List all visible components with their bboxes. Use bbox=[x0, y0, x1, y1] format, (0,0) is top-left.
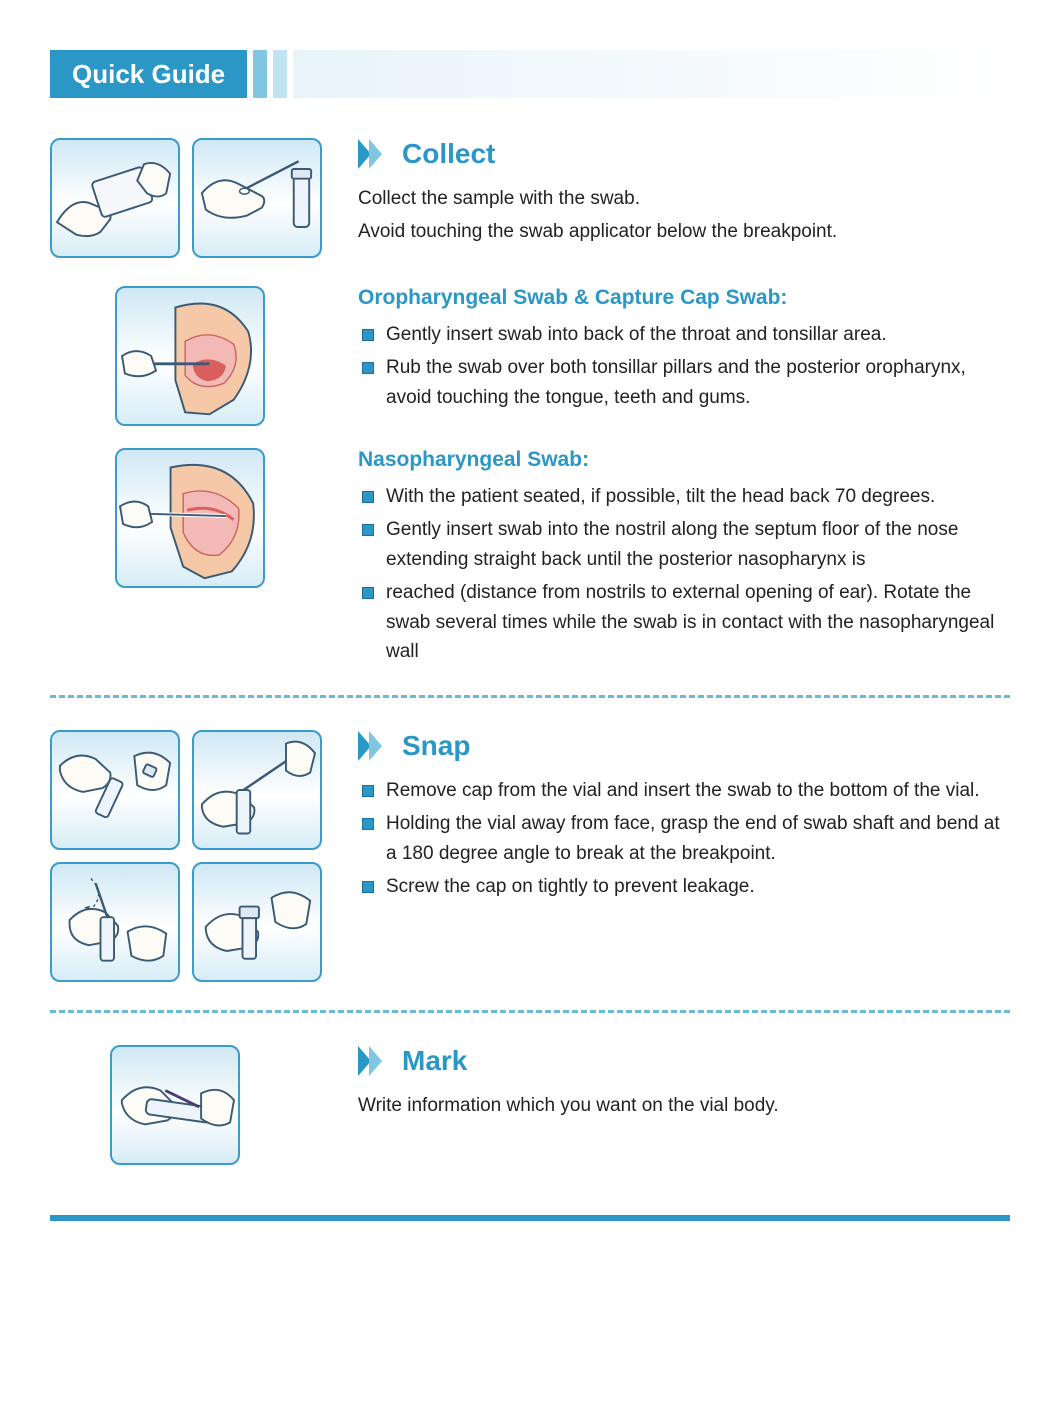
list-item: Holding the vial away from face, grasp t… bbox=[358, 809, 1010, 868]
list-item: reached (distance from nostrils to exter… bbox=[358, 578, 1010, 666]
illustration-oropharyngeal bbox=[115, 286, 265, 426]
nasopharyngeal-bullets: With the patient seated, if possible, ti… bbox=[358, 482, 1010, 667]
oropharyngeal-heading: Oropharyngeal Swab & Capture Cap Swab: bbox=[358, 286, 1010, 310]
chevron-right-icon bbox=[358, 139, 392, 169]
snap-bullets: Remove cap from the vial and insert the … bbox=[358, 776, 1010, 902]
illustration-remove-cap bbox=[50, 730, 180, 850]
header-accent-bar-2 bbox=[273, 50, 287, 98]
oropharyngeal-bullets: Gently insert swab into back of the thro… bbox=[358, 320, 1010, 412]
collect-intro: Collect the sample with the swab. Avoid … bbox=[358, 184, 1010, 247]
header-accent-fade bbox=[293, 50, 1010, 98]
snap-heading: Snap bbox=[402, 730, 470, 762]
divider bbox=[50, 695, 1010, 698]
list-item: Screw the cap on tightly to prevent leak… bbox=[358, 872, 1010, 901]
nasopharyngeal-heading: Nasopharyngeal Swab: bbox=[358, 448, 1010, 472]
subsection-oropharyngeal: Oropharyngeal Swab & Capture Cap Swab: G… bbox=[50, 286, 1010, 426]
illustration-open-package bbox=[50, 138, 180, 258]
footer-accent-line bbox=[50, 1215, 1010, 1221]
illustration-swab-and-vial bbox=[192, 138, 322, 258]
collect-intro-line-2: Avoid touching the swab applicator below… bbox=[358, 217, 1010, 246]
list-item: Rub the swab over both tonsillar pillars… bbox=[358, 353, 1010, 412]
collect-intro-line-1: Collect the sample with the swab. bbox=[358, 184, 1010, 213]
mark-text: Write information which you want on the … bbox=[358, 1091, 1010, 1120]
list-item: With the patient seated, if possible, ti… bbox=[358, 482, 1010, 511]
list-item: Gently insert swab into the nostril alon… bbox=[358, 515, 1010, 574]
section-mark: Mark Write information which you want on… bbox=[50, 1045, 1010, 1165]
divider bbox=[50, 1010, 1010, 1013]
list-item: Gently insert swab into back of the thro… bbox=[358, 320, 1010, 349]
header-accent-bar-1 bbox=[253, 50, 267, 98]
illustration-screw-cap bbox=[192, 862, 322, 982]
illustration-break-swab bbox=[50, 862, 180, 982]
chevron-right-icon bbox=[358, 731, 392, 761]
collect-heading: Collect bbox=[402, 138, 495, 170]
chevron-right-icon bbox=[358, 1046, 392, 1076]
section-collect: Collect Collect the sample with the swab… bbox=[50, 138, 1010, 258]
page-title: Quick Guide bbox=[50, 50, 247, 98]
illustration-nasopharyngeal bbox=[115, 448, 265, 588]
illustration-mark-vial bbox=[110, 1045, 240, 1165]
section-snap: Snap Remove cap from the vial and insert… bbox=[50, 730, 1010, 982]
header-banner: Quick Guide bbox=[50, 50, 1010, 98]
mark-heading: Mark bbox=[402, 1045, 467, 1077]
subsection-nasopharyngeal: Nasopharyngeal Swab: With the patient se… bbox=[50, 448, 1010, 671]
illustration-insert-swab bbox=[192, 730, 322, 850]
list-item: Remove cap from the vial and insert the … bbox=[358, 776, 1010, 805]
